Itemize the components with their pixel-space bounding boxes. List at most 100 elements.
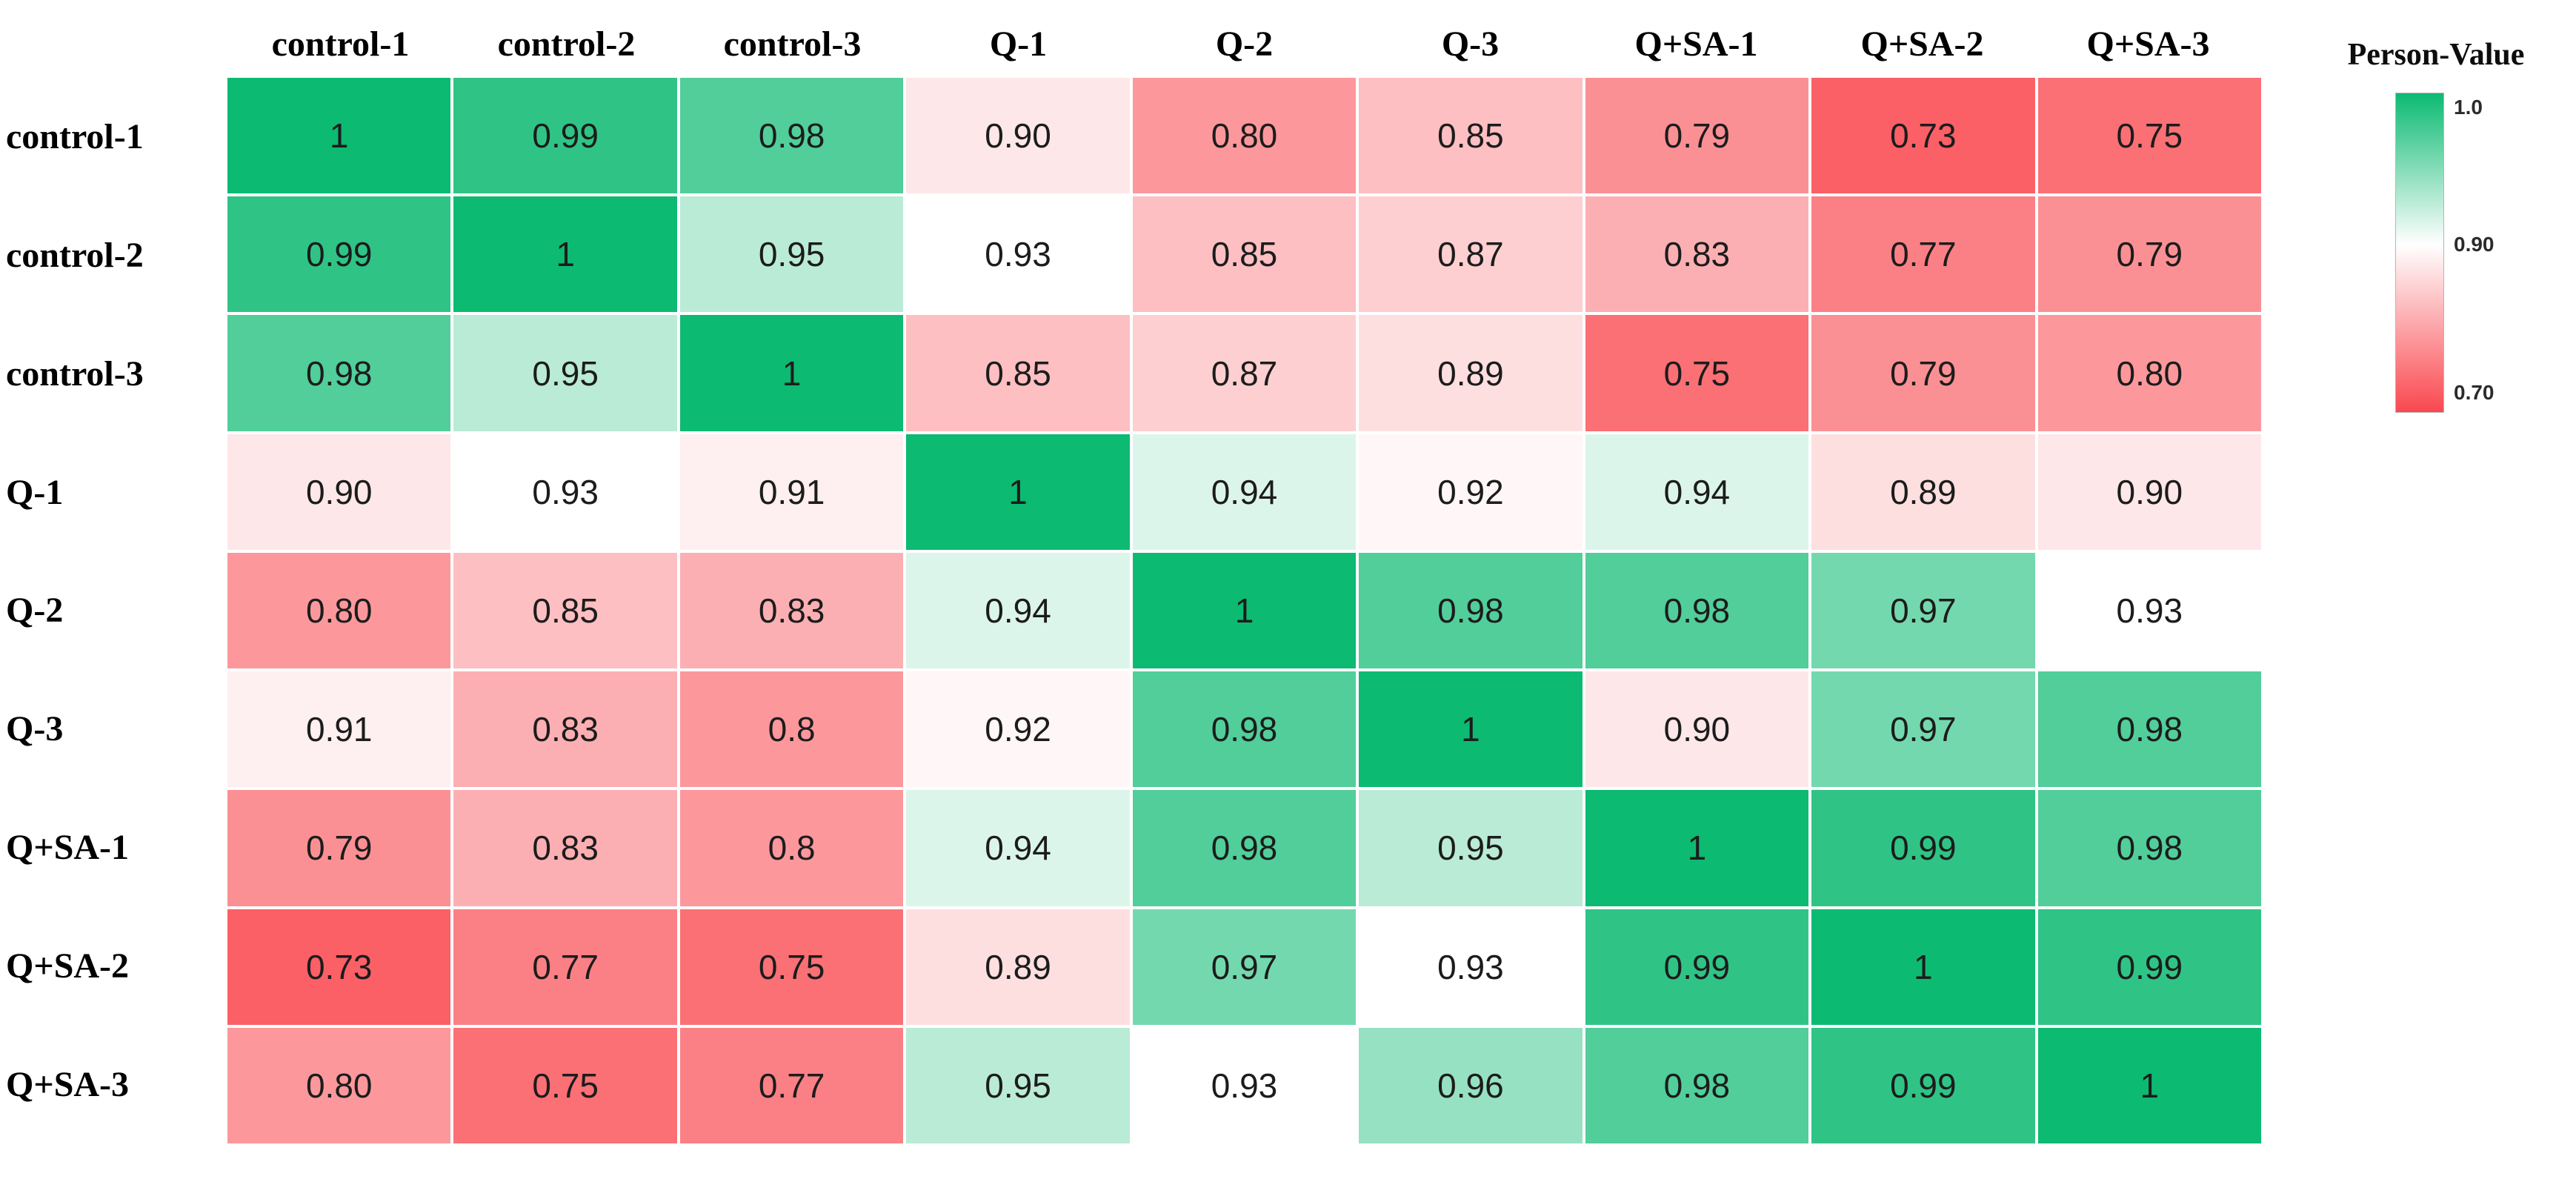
heatmap-cell: 0.90 bbox=[227, 434, 451, 550]
heatmap-cell: 0.97 bbox=[1132, 909, 1357, 1025]
heatmap-cell: 0.96 bbox=[1359, 1027, 1582, 1143]
heatmap-cell: 0.90 bbox=[1585, 671, 1809, 788]
heatmap-grid: 1 0.99 0.98 0.90 0.80 0.85 0.79 0.73 0.75 0.99 1 0.… bbox=[227, 78, 2261, 1143]
col-header-q-2: Q-2 bbox=[1215, 24, 1274, 64]
heatmap-cell: 1 bbox=[1811, 909, 2035, 1025]
heatmap-cell: 0.93 bbox=[2037, 552, 2261, 669]
heatmap-cell: 0.8 bbox=[679, 671, 904, 788]
heatmap-cell: 0.75 bbox=[2037, 78, 2261, 194]
heatmap-cell: 0.95 bbox=[1359, 790, 1582, 906]
row-label-control-3: control-3 bbox=[6, 353, 144, 394]
heatmap-cell: 0.77 bbox=[1811, 196, 2035, 313]
heatmap-cell: 0.83 bbox=[453, 790, 677, 906]
col-header-q-sa-2: Q+SA-2 bbox=[1860, 24, 1984, 64]
heatmap-cell: 0.93 bbox=[453, 434, 677, 550]
heatmap-cell: 0.98 bbox=[2037, 671, 2261, 788]
col-header-q-3: Q-3 bbox=[1441, 24, 1500, 64]
heatmap-cell: 0.93 bbox=[1132, 1027, 1357, 1143]
heatmap-cell: 0.94 bbox=[906, 552, 1130, 669]
heatmap-cell: 0.98 bbox=[679, 78, 904, 194]
heatmap-cell: 0.90 bbox=[2037, 434, 2261, 550]
heatmap-cell: 0.97 bbox=[1811, 671, 2035, 788]
row-label-q-2: Q-2 bbox=[6, 591, 64, 631]
heatmap-cell: 1 bbox=[227, 78, 451, 194]
heatmap-cell: 0.95 bbox=[679, 196, 904, 313]
row-label-q-1: Q-1 bbox=[6, 472, 64, 512]
heatmap-cell: 0.98 bbox=[227, 315, 451, 431]
heatmap-cell: 0.79 bbox=[1811, 315, 2035, 431]
legend-tick-0-90: 0.90 bbox=[2454, 233, 2495, 256]
col-header-control-1: control-1 bbox=[271, 24, 410, 64]
row-label-q-sa-3: Q+SA-3 bbox=[6, 1064, 130, 1104]
row-label-q-3: Q-3 bbox=[6, 709, 64, 749]
col-header-q-sa-3: Q+SA-3 bbox=[2086, 24, 2210, 64]
row-label-q-sa-2: Q+SA-2 bbox=[6, 946, 130, 986]
heatmap-cell: 0.75 bbox=[679, 909, 904, 1025]
heatmap-cell: 0.98 bbox=[1132, 671, 1357, 788]
heatmap-cell: 1 bbox=[906, 434, 1130, 550]
heatmap-cell: 0.8 bbox=[679, 790, 904, 906]
heatmap-cell: 0.98 bbox=[1359, 552, 1582, 669]
heatmap-cell: 0.98 bbox=[1132, 790, 1357, 906]
heatmap-cell: 0.99 bbox=[453, 78, 677, 194]
heatmap-cell: 0.97 bbox=[1811, 552, 2035, 669]
heatmap-cell: 0.94 bbox=[906, 790, 1130, 906]
heatmap-cell: 0.83 bbox=[679, 552, 904, 669]
heatmap-cell: 0.91 bbox=[227, 671, 451, 788]
heatmap-cell: 0.99 bbox=[1811, 1027, 2035, 1143]
col-header-control-3: control-3 bbox=[723, 24, 862, 64]
heatmap-cell: 0.99 bbox=[227, 196, 451, 313]
col-header-control-2: control-2 bbox=[497, 24, 636, 64]
heatmap-cell: 1 bbox=[1585, 790, 1809, 906]
heatmap-cell: 0.93 bbox=[1359, 909, 1582, 1025]
col-header-q-1: Q-1 bbox=[989, 24, 1048, 64]
heatmap-cell: 0.95 bbox=[453, 315, 677, 431]
heatmap-cell: 0.94 bbox=[1132, 434, 1357, 550]
heatmap-cell: 0.87 bbox=[1359, 196, 1582, 313]
heatmap-cell: 0.80 bbox=[227, 552, 451, 669]
col-header-q-sa-1: Q+SA-1 bbox=[1634, 24, 1758, 64]
heatmap-cell: 1 bbox=[1359, 671, 1582, 788]
heatmap-cell: 0.92 bbox=[906, 671, 1130, 788]
heatmap-cell: 0.79 bbox=[227, 790, 451, 906]
heatmap-cell: 0.92 bbox=[1359, 434, 1582, 550]
heatmap-cell: 0.89 bbox=[1359, 315, 1582, 431]
heatmap-cell: 1 bbox=[2037, 1027, 2261, 1143]
heatmap-cell: 0.99 bbox=[2037, 909, 2261, 1025]
heatmap-cell: 0.80 bbox=[227, 1027, 451, 1143]
heatmap-cell: 0.75 bbox=[453, 1027, 677, 1143]
heatmap-cell: 0.85 bbox=[453, 552, 677, 669]
heatmap-cell: 0.98 bbox=[2037, 790, 2261, 906]
heatmap-cell: 0.73 bbox=[227, 909, 451, 1025]
heatmap-cell: 0.85 bbox=[906, 315, 1130, 431]
heatmap-cell: 0.85 bbox=[1132, 196, 1357, 313]
heatmap-cell: 0.87 bbox=[1132, 315, 1357, 431]
heatmap-cell: 0.95 bbox=[906, 1027, 1130, 1143]
heatmap-cell: 0.85 bbox=[1359, 78, 1582, 194]
legend-title: Person-Value bbox=[2347, 38, 2525, 72]
heatmap-cell: 0.80 bbox=[1132, 78, 1357, 194]
heatmap-cell: 0.99 bbox=[1585, 909, 1809, 1025]
heatmap-cell: 0.75 bbox=[1585, 315, 1809, 431]
legend-tick-1-0: 1.0 bbox=[2454, 95, 2483, 119]
heatmap-cell: 0.89 bbox=[1811, 434, 2035, 550]
heatmap-cell: 0.79 bbox=[2037, 196, 2261, 313]
heatmap-cell: 0.80 bbox=[2037, 315, 2261, 431]
heatmap-cell: 0.93 bbox=[906, 196, 1130, 313]
heatmap-cell: 1 bbox=[1132, 552, 1357, 669]
legend-tick-0-70: 0.70 bbox=[2454, 380, 2495, 404]
heatmap-cell: 0.73 bbox=[1811, 78, 2035, 194]
heatmap-cell: 1 bbox=[453, 196, 677, 313]
heatmap-cell: 0.94 bbox=[1585, 434, 1809, 550]
row-label-q-sa-1: Q+SA-1 bbox=[6, 828, 130, 868]
heatmap-cell: 0.83 bbox=[453, 671, 677, 788]
heatmap-cell: 1 bbox=[679, 315, 904, 431]
heatmap-cell: 0.77 bbox=[453, 909, 677, 1025]
legend-colorbar bbox=[2395, 93, 2444, 413]
heatmap-cell: 0.99 bbox=[1811, 790, 2035, 906]
heatmap-cell: 0.98 bbox=[1585, 1027, 1809, 1143]
heatmap-cell: 0.90 bbox=[906, 78, 1130, 194]
heatmap-cell: 0.79 bbox=[1585, 78, 1809, 194]
heatmap-cell: 0.98 bbox=[1585, 552, 1809, 669]
